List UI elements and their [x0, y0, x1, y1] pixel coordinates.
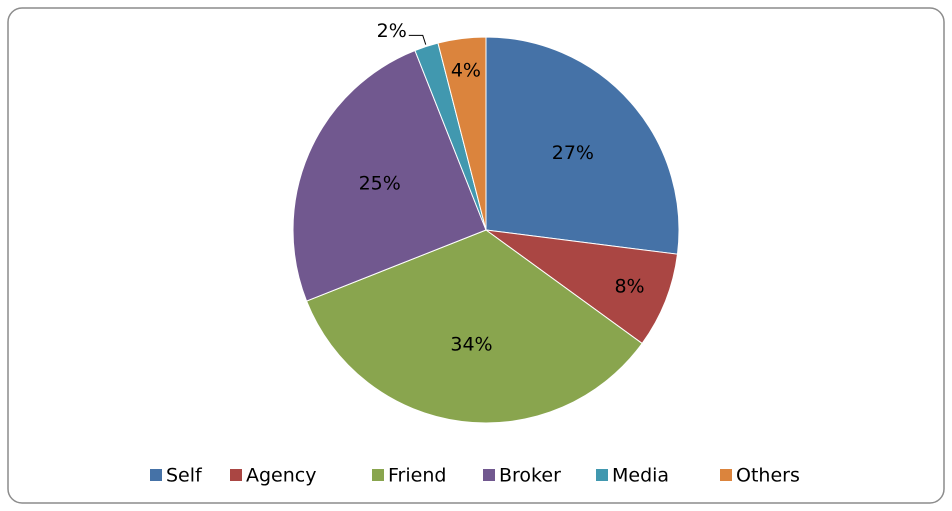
data-label: 2%	[377, 20, 407, 42]
pie-slice	[437, 36, 487, 231]
data-label: 8%	[614, 275, 644, 297]
legend-label: Media	[612, 465, 669, 487]
legend-label: Agency	[246, 465, 316, 487]
data-label: 27%	[552, 142, 594, 164]
legend-label: Self	[166, 465, 203, 487]
data-label: 25%	[359, 173, 401, 195]
legend-swatch	[720, 469, 732, 481]
legend-swatch	[150, 469, 162, 481]
pie-slice	[485, 229, 679, 345]
legend-swatch	[596, 469, 608, 481]
legend-label: Others	[736, 465, 800, 487]
data-label: 34%	[450, 333, 492, 355]
legend-label: Friend	[388, 465, 446, 487]
legend-swatch	[372, 469, 384, 481]
pie-slice	[305, 229, 643, 424]
legend-label: Broker	[499, 465, 561, 487]
data-label: 4%	[451, 60, 481, 82]
legend-swatch	[230, 469, 242, 481]
pie-slice	[485, 36, 680, 255]
legend-swatch	[483, 469, 495, 481]
leader-line	[408, 34, 427, 45]
pie-slice	[292, 49, 487, 302]
